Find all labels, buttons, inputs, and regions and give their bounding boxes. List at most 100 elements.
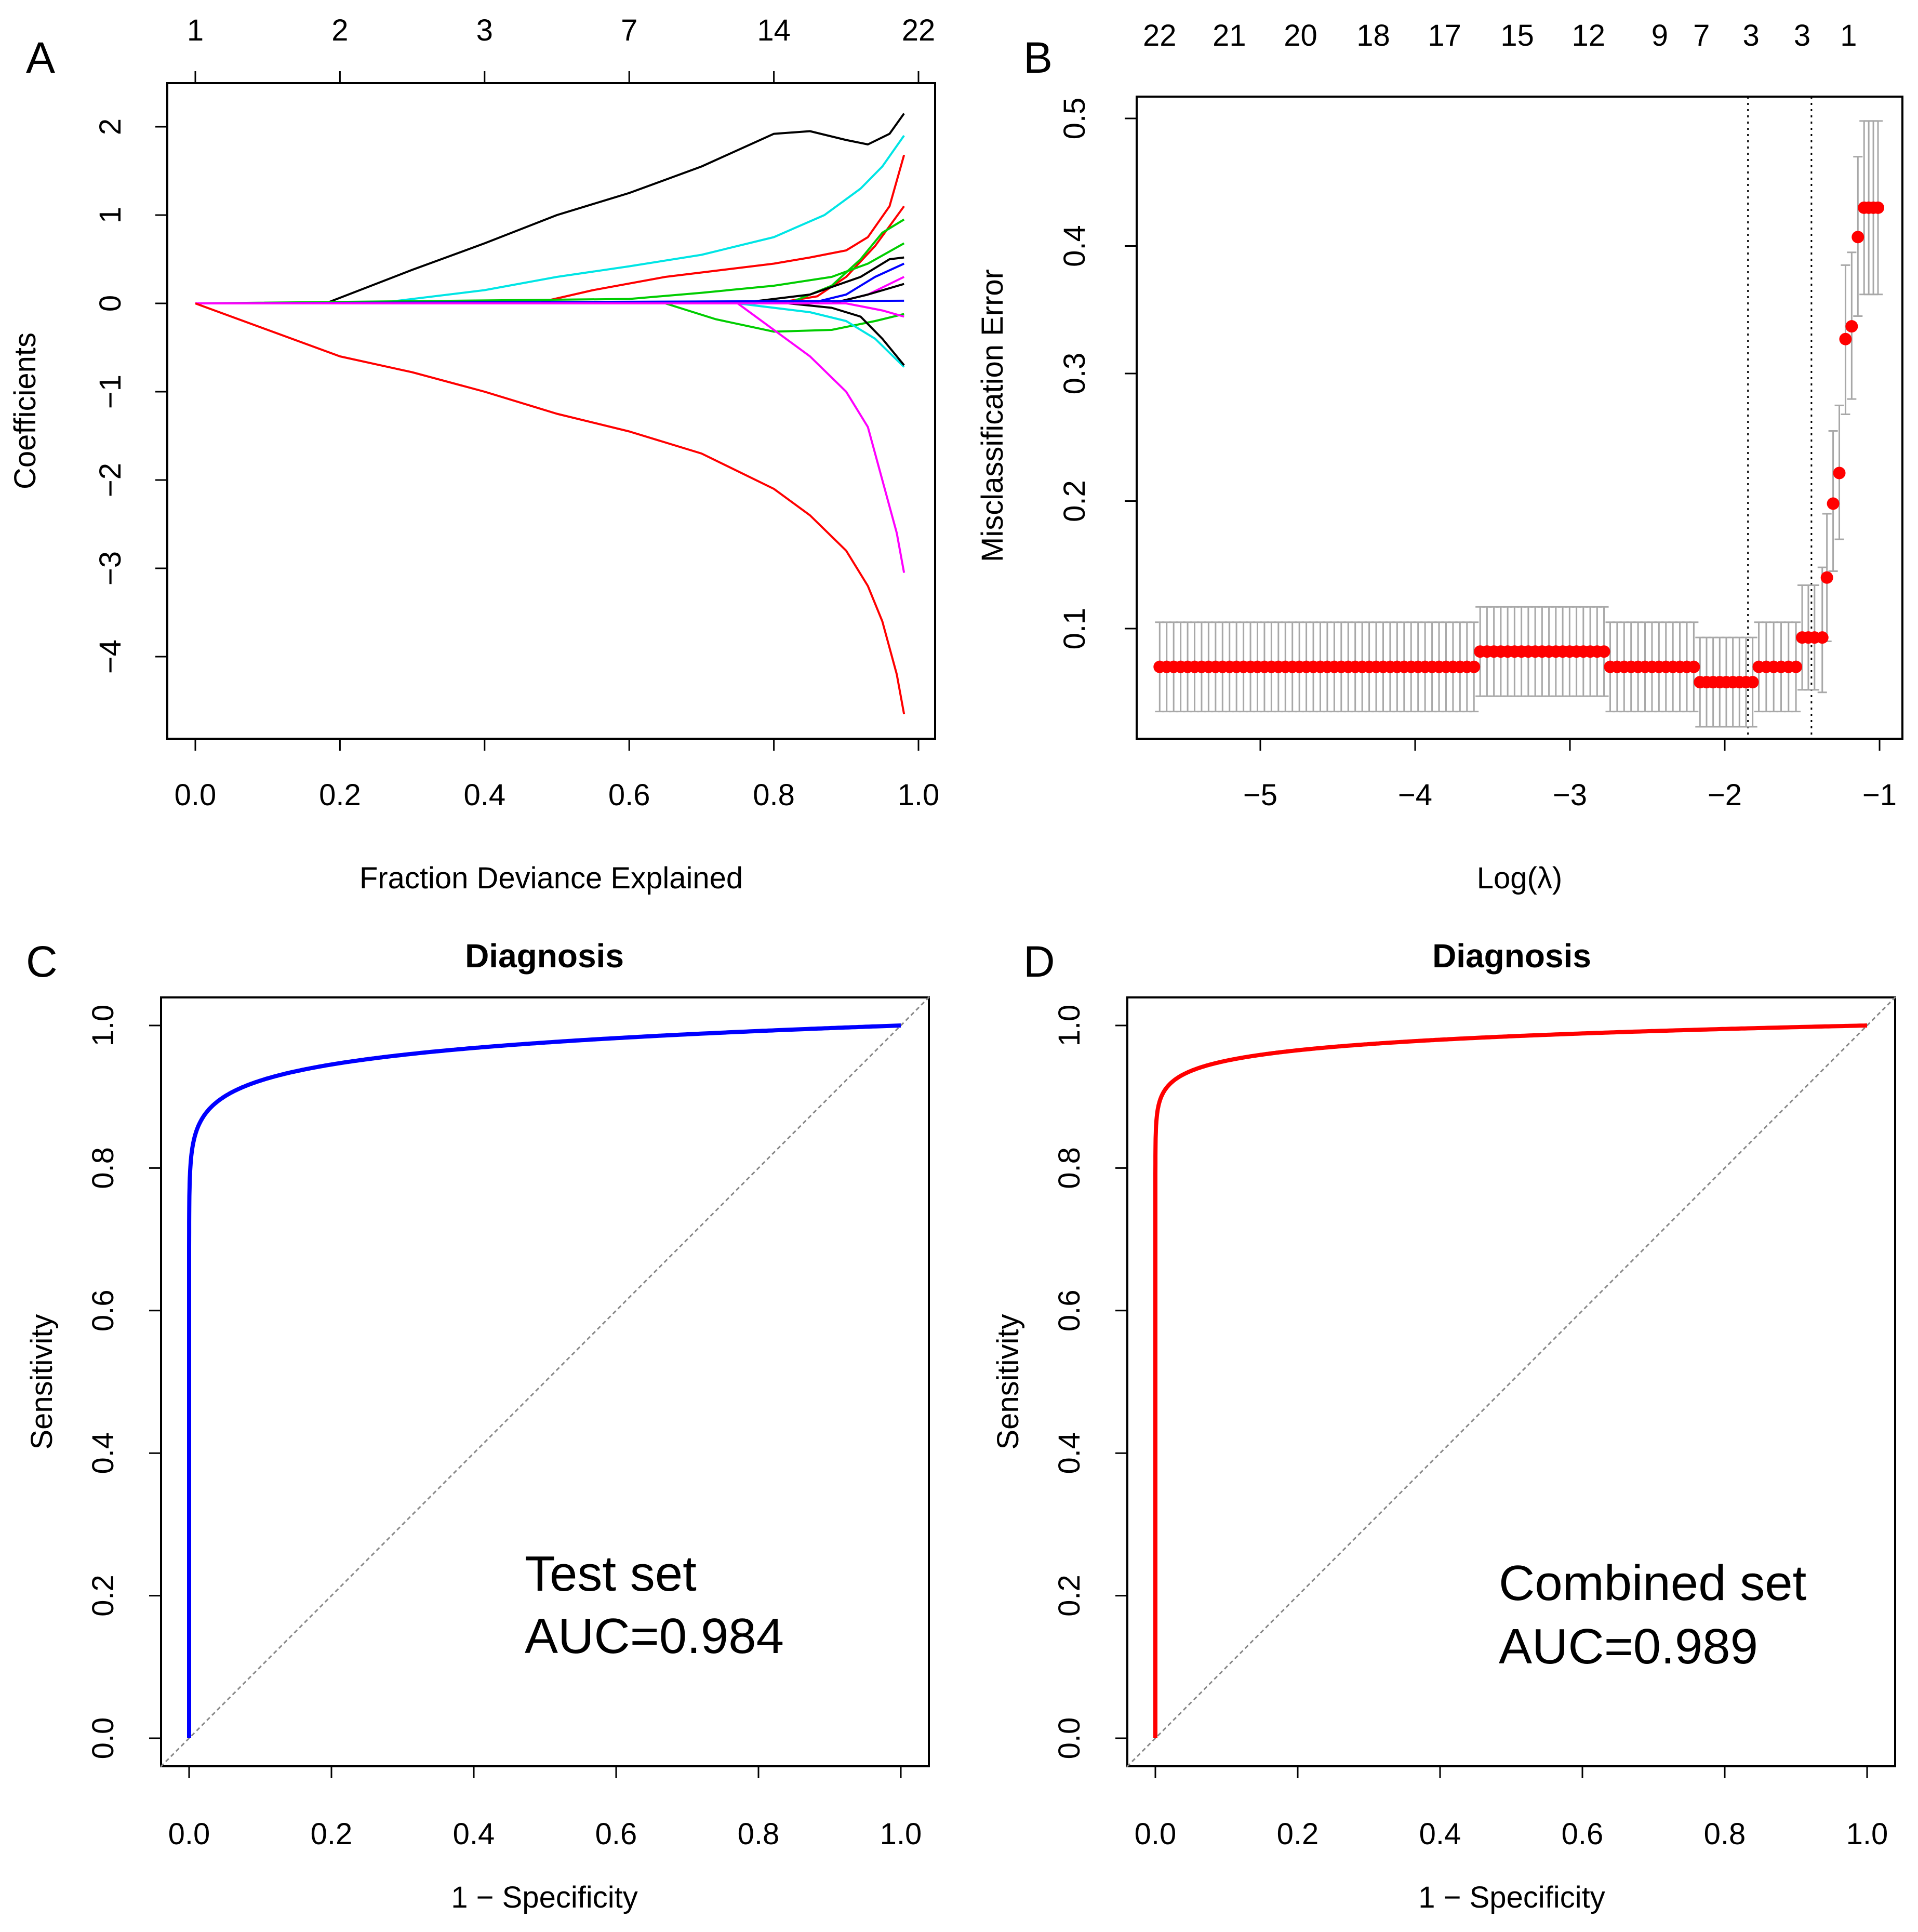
y-tick-label: 0.1	[1058, 608, 1091, 650]
panel-d-y-ticks: 0.0 0.2 0.4 0.6 0.8 1.0	[1053, 1005, 1127, 1759]
y-tick-label: −2	[94, 463, 127, 497]
panel-d-y-axis-title: Sensitivity	[991, 1314, 1025, 1449]
panel-a: A 0.0 0.2 0.4 0.6 0.8 1.0 1 2 3 7 14 22 2 1 0 −1 −2 −3 −…	[8, 14, 939, 895]
panel-a-y-ticks: 2 1 0 −1 −2 −3 −4	[94, 118, 167, 674]
error-point	[1790, 660, 1803, 673]
error-point	[1597, 645, 1610, 658]
panel-b: B −5 −4 −3 −2 −1 0.10.20.30.40.5 22 21 20 18 17 1…	[976, 19, 1903, 895]
y-tick-label: −3	[94, 551, 127, 585]
coefficient-path-coef_black_1	[195, 113, 905, 304]
x-tick-label: 0.2	[1277, 1817, 1319, 1851]
y-tick-label: 0.6	[86, 1289, 120, 1331]
y-tick-label: 0.2	[1053, 1575, 1086, 1617]
top-count-label: 7	[1693, 19, 1710, 52]
top-count-label: 17	[1428, 19, 1461, 52]
panel-c-annotation-line1: Test set	[525, 1546, 697, 1602]
panel-b-error-points	[1153, 201, 1885, 689]
x-tick-label: −3	[1553, 778, 1587, 812]
error-point	[1820, 571, 1833, 584]
coefficient-path-coef_red_2	[195, 205, 905, 304]
coefficient-path-coef_blue_1	[195, 262, 905, 304]
coefficient-path-coef_green_3	[195, 302, 904, 333]
coefficient-path-coef_black_2	[195, 256, 904, 304]
x-tick-label: 0.8	[1704, 1817, 1746, 1851]
panel-c-roc-curve	[187, 1023, 901, 1738]
panel-a-x-axis-title: Fraction Deviance Explained	[359, 861, 743, 895]
coefficient-path-coef_red_1	[195, 154, 905, 304]
coefficient-path-coef_green_2	[195, 242, 905, 304]
top-count-label: 3	[1743, 19, 1760, 52]
panel-d: D Diagnosis 0.0 0.2 0.4 0.6 0.8 1.0 0.0 0.2 0.4…	[991, 937, 1896, 1914]
x-tick-label: −2	[1708, 778, 1742, 812]
top-count-label: 9	[1651, 19, 1668, 52]
panel-a-plot-frame	[166, 82, 936, 740]
x-tick-label: −1	[1862, 778, 1897, 812]
x-tick-label: 0.8	[738, 1817, 780, 1851]
panel-c-plot-frame	[160, 996, 930, 1767]
panel-b-label: B	[1023, 33, 1053, 82]
panel-b-y-axis-title: Misclassification Error	[976, 269, 1009, 562]
top-count-label: 18	[1356, 19, 1390, 52]
error-point	[1852, 231, 1864, 244]
x-tick-label: −4	[1398, 778, 1432, 812]
panel-b-error-bars	[1155, 120, 1883, 728]
y-tick-label: 1.0	[86, 1005, 120, 1047]
panel-c-title: Diagnosis	[465, 937, 624, 975]
y-tick-label: −4	[94, 639, 127, 674]
x-tick-label: 1.0	[898, 778, 940, 812]
y-tick-label: 1	[94, 207, 127, 223]
error-point	[1833, 467, 1846, 479]
error-point	[1845, 320, 1858, 333]
panel-b-x-ticks: −5 −4 −3 −2 −1	[1243, 739, 1897, 812]
x-tick-label: 0.6	[608, 778, 650, 812]
y-tick-label: 0.2	[86, 1575, 120, 1617]
error-point	[1746, 676, 1759, 689]
panel-b-x-axis-title: Log(λ)	[1477, 861, 1562, 895]
top-tick-label: 1	[187, 14, 204, 47]
panel-d-annotation-line2: AUC=0.989	[1499, 1619, 1758, 1674]
top-tick-label: 22	[902, 14, 936, 47]
coefficient-path-coef_green_1	[195, 218, 905, 304]
x-tick-label: 0.0	[168, 1817, 210, 1851]
coefficient-path-coef_cyan_1	[195, 135, 905, 304]
x-tick-label: 1.0	[880, 1817, 922, 1851]
x-tick-label: 0.6	[1562, 1817, 1604, 1851]
panel-b-y-ticks: 0.1 0.2 0.3 0.4 0.5	[1058, 98, 1137, 650]
top-count-label: 12	[1572, 19, 1606, 52]
panel-d-x-axis-title: 1 − Specificity	[1418, 1881, 1605, 1914]
top-count-label: 21	[1213, 19, 1246, 52]
y-tick-label: 1.0	[1053, 1005, 1086, 1047]
x-tick-label: 0.8	[753, 778, 795, 812]
panel-c-x-axis-title: 1 − Specificity	[451, 1881, 637, 1914]
panel-d-label: D	[1023, 937, 1055, 986]
panel-c-label: C	[26, 937, 58, 986]
panel-d-x-ticks: 0.0 0.2 0.4 0.6 0.8 1.0	[1135, 1766, 1888, 1851]
y-tick-label: 0.2	[1058, 480, 1091, 522]
coefficient-path-coef_black_4	[195, 302, 905, 366]
panel-d-title: Diagnosis	[1432, 937, 1591, 975]
top-count-label: 15	[1500, 19, 1534, 52]
panel-b-lambda-lines	[1747, 97, 1813, 739]
x-tick-label: 0.4	[453, 1817, 495, 1851]
error-point	[1816, 631, 1829, 644]
top-count-label: 20	[1284, 19, 1317, 52]
x-tick-label: 0.6	[595, 1817, 637, 1851]
panel-c-x-ticks: 0.0 0.2 0.4 0.6 0.8 1.0	[168, 1766, 922, 1851]
panel-a-coefficient-paths	[195, 113, 905, 714]
y-tick-label: 0.8	[86, 1147, 120, 1189]
error-point	[1872, 201, 1885, 214]
panel-a-x-ticks: 0.0 0.2 0.4 0.6 0.8 1.0	[175, 739, 940, 812]
top-count-label: 22	[1143, 19, 1177, 52]
top-count-label: 1	[1840, 19, 1857, 52]
x-tick-label: 1.0	[1846, 1817, 1888, 1851]
coefficient-path-coef_magenta_3	[195, 302, 905, 573]
y-tick-label: 0.6	[1053, 1289, 1086, 1331]
coefficient-path-coef_red_3	[195, 302, 905, 714]
panel-c-y-ticks: 0.0 0.2 0.4 0.6 0.8 1.0	[86, 1005, 161, 1760]
y-tick-label: 0	[94, 295, 127, 312]
panel-d-roc-curve	[1153, 1023, 1868, 1738]
panel-c: C Diagnosis 0.0 0.2 0.4 0.6 0.8 1.0 0.0 0.2 0.4…	[25, 937, 930, 1914]
x-tick-label: 0.4	[463, 778, 505, 812]
y-tick-label: 0.0	[86, 1717, 120, 1760]
panel-a-y-axis-title: Coefficients	[8, 332, 42, 489]
